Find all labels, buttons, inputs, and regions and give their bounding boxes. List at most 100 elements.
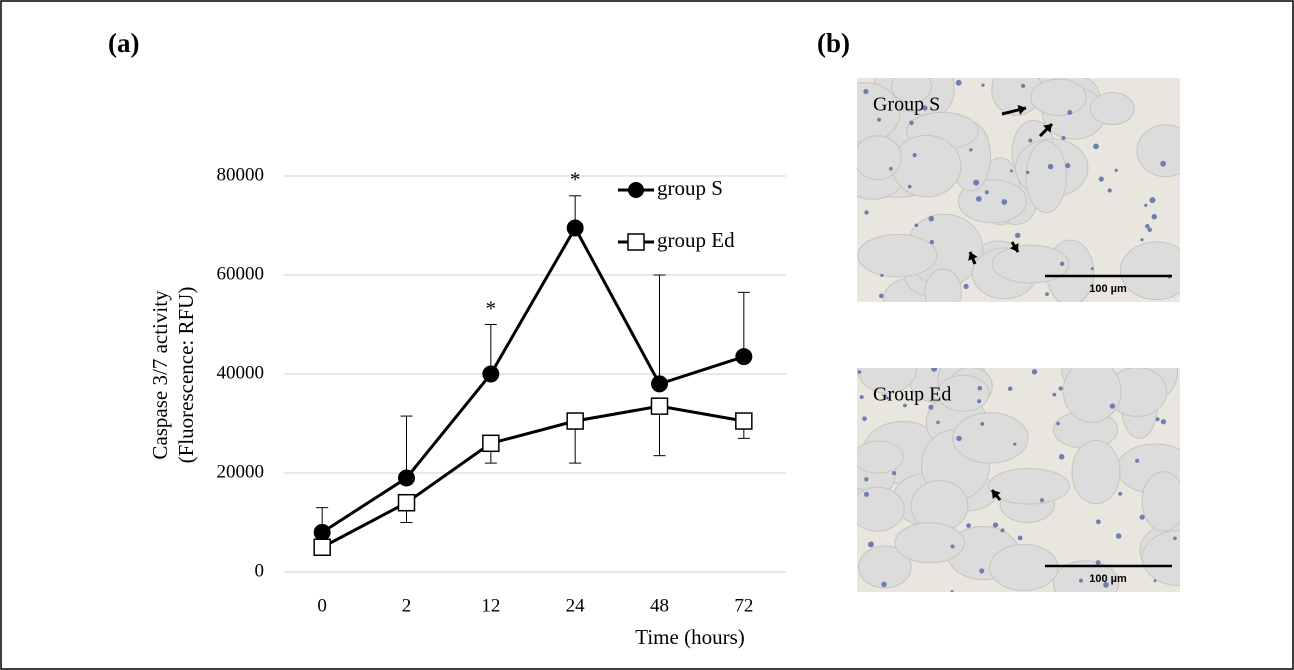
- nucleus: [956, 435, 962, 442]
- nucleus: [931, 368, 938, 372]
- fiber: [857, 440, 904, 474]
- nucleus: [1021, 83, 1026, 88]
- panel-label: (b): [817, 28, 850, 58]
- nucleus: [977, 385, 983, 391]
- nucleus: [1103, 582, 1109, 588]
- nucleus: [1160, 160, 1167, 167]
- nucleus: [867, 541, 874, 548]
- legend-label: group S: [657, 176, 723, 200]
- nucleus: [1031, 369, 1038, 375]
- micrograph-texture: [857, 78, 1180, 302]
- fiber: [891, 78, 932, 104]
- fiber: [1141, 471, 1180, 532]
- nucleus: [1017, 535, 1023, 541]
- legend-marker: [628, 182, 644, 198]
- nucleus: [928, 404, 934, 410]
- fiber: [952, 412, 1029, 464]
- nucleus: [1115, 533, 1122, 539]
- fiber: [1071, 440, 1121, 505]
- nucleus: [1009, 169, 1013, 173]
- fiber: [1141, 530, 1180, 586]
- nucleus: [1058, 454, 1065, 460]
- nucleus: [1058, 386, 1063, 391]
- nucleus: [1153, 579, 1157, 583]
- nucleus: [1109, 403, 1116, 409]
- nucleus: [1147, 227, 1152, 233]
- arrow-head: [968, 252, 978, 261]
- fiber: [1025, 140, 1067, 214]
- nucleus: [912, 152, 917, 158]
- marker: [735, 348, 753, 366]
- nucleus: [1059, 261, 1065, 266]
- nucleus: [1040, 498, 1045, 503]
- y-tick-label: 80000: [217, 164, 265, 185]
- marker: [650, 397, 669, 415]
- nucleus: [977, 399, 982, 404]
- nucleus: [1173, 536, 1177, 541]
- fiber: [936, 374, 990, 412]
- nucleus: [1047, 163, 1054, 170]
- y-tick-label: 60000: [217, 263, 265, 284]
- fiber: [924, 268, 962, 302]
- nucleus: [979, 568, 985, 574]
- nucleus: [963, 283, 969, 289]
- fiber: [857, 233, 938, 278]
- nucleus: [980, 421, 985, 426]
- nucleus: [863, 491, 870, 497]
- nucleus: [975, 196, 982, 202]
- nucleus: [1052, 392, 1057, 397]
- nucleus: [1056, 421, 1060, 426]
- scale-bar-label: 100 µm: [1089, 283, 1127, 295]
- annotation: *: [486, 296, 497, 320]
- fiber: [1119, 241, 1180, 301]
- nucleus: [981, 83, 985, 87]
- nucleus: [1095, 560, 1101, 566]
- marker: [313, 538, 331, 556]
- marker: [735, 412, 753, 430]
- marker: [313, 523, 331, 541]
- nucleus: [1155, 417, 1160, 422]
- annotation: *: [570, 168, 581, 192]
- y-tick-label: 40000: [217, 362, 265, 383]
- nucleus: [955, 79, 962, 86]
- nucleus: [1093, 143, 1099, 150]
- micrograph-label: Group Ed: [873, 384, 951, 406]
- x-tick-label: 0: [317, 595, 327, 616]
- arrow-head: [1043, 124, 1052, 133]
- fiber: [857, 486, 905, 532]
- fiber: [987, 468, 1071, 505]
- fiber: [891, 134, 962, 198]
- x-tick-label: 12: [481, 595, 500, 616]
- marker: [651, 375, 668, 393]
- nucleus: [1061, 135, 1066, 141]
- nucleus: [1045, 292, 1049, 297]
- y-axis-label: Caspase 3/7 activity: [148, 290, 172, 460]
- nucleus: [907, 184, 912, 189]
- nucleus: [862, 416, 867, 422]
- nucleus: [1098, 176, 1104, 182]
- nucleus: [1140, 238, 1144, 242]
- nucleus: [966, 523, 971, 528]
- nucleus: [929, 239, 935, 245]
- micrograph-label: Group S: [873, 94, 940, 116]
- nucleus: [864, 477, 869, 482]
- nucleus: [864, 210, 869, 215]
- nucleus: [1095, 519, 1101, 525]
- micrograph-texture: [857, 368, 1180, 592]
- fiber: [1052, 560, 1120, 592]
- fiber: [989, 543, 1059, 592]
- fiber: [857, 368, 918, 394]
- micrograph: Group Ed 100 µm: [857, 368, 1180, 592]
- nucleus: [1151, 214, 1157, 220]
- nucleus: [885, 396, 889, 400]
- x-tick-label: 24: [566, 595, 586, 616]
- marker: [398, 469, 415, 487]
- nucleus: [1065, 163, 1071, 169]
- nucleus: [1118, 491, 1123, 496]
- nucleus: [863, 88, 869, 95]
- x-tick-label: 2: [402, 595, 412, 616]
- legend-marker: [627, 233, 645, 251]
- nucleus: [1025, 170, 1030, 175]
